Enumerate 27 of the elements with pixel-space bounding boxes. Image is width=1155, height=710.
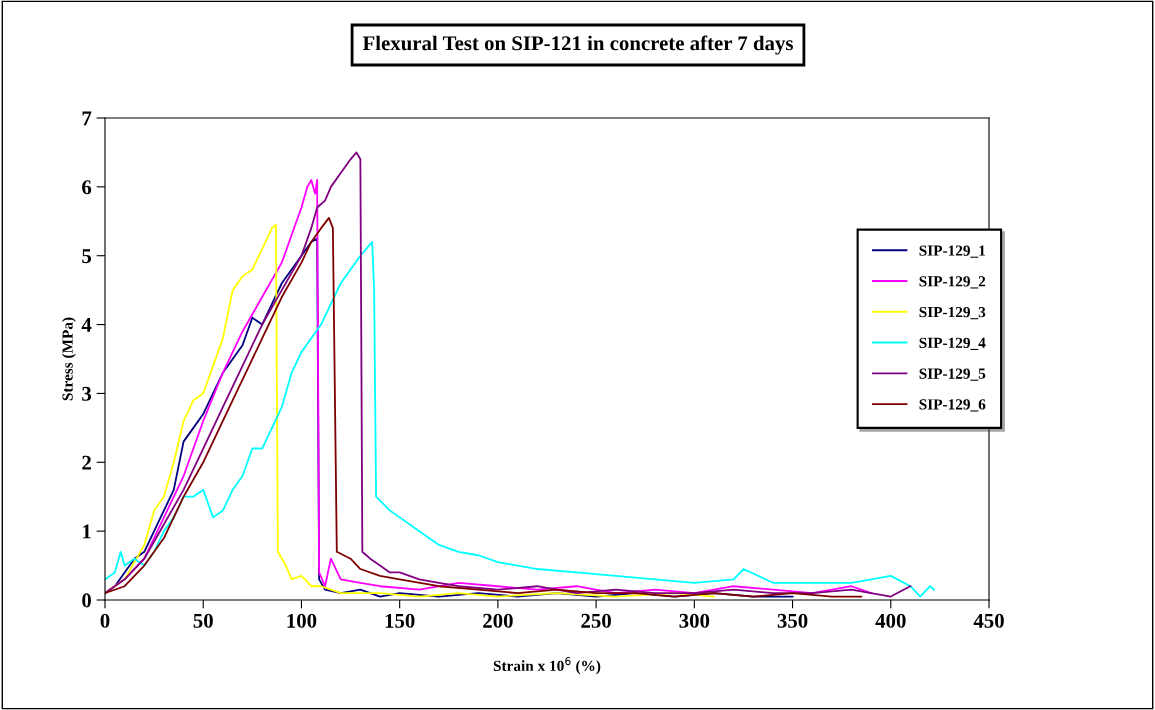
y-axis-title: Stress (MPa) [61,317,76,401]
x-axis-title: Strain x 10$^{6}$ (%) [493,657,601,675]
y-tick-label: 5 [82,249,92,264]
legend-label: SIP-129_3 [919,307,986,320]
legend-label: SIP-129_4 [919,337,986,350]
y-tick-label: 0 [82,593,92,608]
y-tick-label: 3 [82,386,92,401]
y-tick-label: 1 [83,524,91,539]
legend-label: SIP-129_5 [919,368,986,381]
chart-title: Flexural Test on SIP-121 in concrete after 7 days [362,35,793,55]
legend-label: SIP-129_1 [919,245,986,258]
x-tick-label: 300 [679,613,710,628]
x-tick-label: 200 [483,613,513,628]
x-tick-label: 250 [581,613,611,628]
x-tick-label: 50 [193,613,213,628]
y-tick-label: 2 [82,455,91,470]
y-tick-label: 7 [82,111,92,126]
y-tick-label: 6 [82,180,92,195]
x-tick-label: 450 [973,613,1004,628]
x-tick-label: 150 [385,613,415,628]
legend-label: SIP-129_6 [919,399,986,412]
x-tick-label: 100 [287,613,317,628]
x-tick-label: 350 [777,613,808,628]
x-tick-label: 400 [875,613,906,628]
y-tick-label: 4 [81,318,92,332]
legend-label: SIP-129_2 [919,276,986,289]
x-tick-label: 0 [100,613,110,628]
